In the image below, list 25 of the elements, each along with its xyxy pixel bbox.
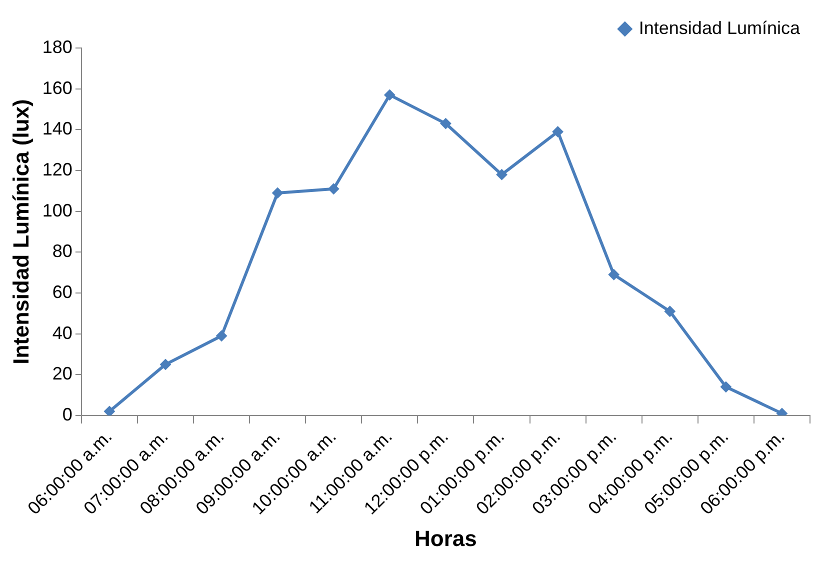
point xyxy=(552,126,564,138)
point xyxy=(104,406,115,416)
point xyxy=(440,118,452,130)
legend-label: Intensidad Lumínica xyxy=(638,18,801,38)
y-tick-label: 160 xyxy=(42,78,72,98)
y-tick-label: 40 xyxy=(52,322,72,343)
point xyxy=(664,306,676,317)
point xyxy=(272,187,284,198)
y-tick-label: 80 xyxy=(52,241,72,262)
x-axis-title: Horas xyxy=(414,526,477,551)
point xyxy=(328,183,340,194)
y-tick-label: 100 xyxy=(42,200,72,220)
point xyxy=(608,269,620,280)
point xyxy=(720,381,732,392)
point xyxy=(160,358,171,370)
y-axis-title: Intensidad Lumínica (lux) xyxy=(8,99,34,364)
y-tick-label: 20 xyxy=(52,364,72,384)
point xyxy=(384,89,396,100)
point xyxy=(496,169,508,180)
y-tick-label: 60 xyxy=(52,282,72,302)
y-tick-label: 0 xyxy=(62,404,72,424)
point xyxy=(216,330,228,342)
y-tick-label: 180 xyxy=(42,36,72,57)
y-tick-label: 140 xyxy=(42,118,72,139)
y-tick-label: 120 xyxy=(42,159,72,180)
